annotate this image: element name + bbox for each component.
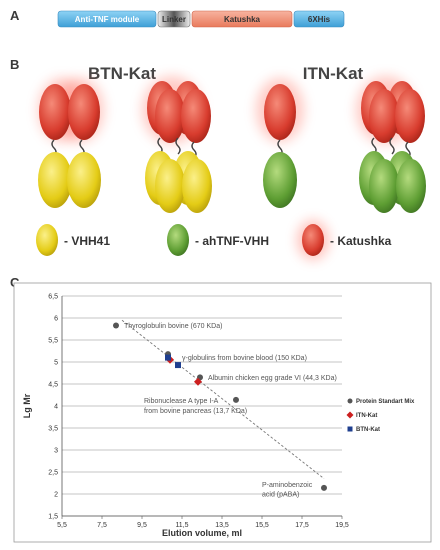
point-annotation: P-aminobenzoic <box>262 482 313 489</box>
data-point-circle <box>233 396 239 403</box>
data-point-square <box>165 354 171 361</box>
legend-series-label: BTN-Kat <box>356 427 380 433</box>
trendline <box>121 319 325 479</box>
legend-series-label: ITN-Kat <box>356 413 377 419</box>
y-tick-label: 5 <box>54 360 58 367</box>
legend-label-katushka: - Katushka <box>330 234 392 248</box>
x-tick-label: 5,5 <box>57 522 67 529</box>
data-point-circle <box>321 484 327 491</box>
data-point-diamond <box>194 377 202 386</box>
segment-anti-tnf <box>57 10 157 28</box>
elution-chart: 1,5 2 2,5 3 3,5 4 4,5 5 5,5 6 6,5 5,5 7,5 9,5 11,5 13,5… <box>22 294 415 539</box>
btn-kat-dimer <box>38 78 104 208</box>
panel-b-label: B <box>10 57 20 72</box>
y-tick-label: 6,5 <box>48 294 58 301</box>
point-annotation: Ribonuclease A type I-A <box>144 398 219 405</box>
legend-marker-square <box>347 426 353 432</box>
legend-swatch-vhh41 <box>36 224 58 256</box>
legend-marker-circle <box>347 398 353 404</box>
btn-kat-title: BTN-Kat <box>88 64 156 83</box>
construct-bar: Anti-TNF module Linker Katushka 6XHis <box>57 10 345 28</box>
y-tick-label: 6 <box>54 316 58 323</box>
y-tick-label: 3,5 <box>48 426 58 433</box>
panel-a-label: A <box>10 8 20 23</box>
legend-series-label: Protein Standart Mix <box>356 399 415 405</box>
legend-swatch-katushka <box>302 224 324 256</box>
y-tick-label: 2 <box>54 492 58 499</box>
legend-swatch-ahtnf <box>167 224 189 256</box>
segment-linker <box>157 10 191 28</box>
segment-label-anti-tnf: Anti-TNF module <box>75 15 140 24</box>
component-legend: - VHH41 - ahTNF-VHH - Katushka <box>36 220 392 260</box>
segment-label-6xhis: 6XHis <box>308 15 331 24</box>
x-axis-title: Elution volume, ml <box>162 528 242 538</box>
y-tick-label: 5,5 <box>48 338 58 345</box>
legend-marker-diamond <box>346 411 354 419</box>
x-tick-label: 11,5 <box>175 522 188 529</box>
legend-label-ahtnf: - ahTNF-VHH <box>195 234 269 248</box>
y-tick-label: 4 <box>54 404 58 411</box>
point-annotation: Albumin chicken egg grade VI (44,3 KDa) <box>208 375 337 382</box>
segment-6xhis <box>293 10 345 28</box>
legend-label-vhh41: - VHH41 <box>64 234 110 248</box>
panel-c-label: C <box>10 275 20 290</box>
y-tick-label: 2,5 <box>48 470 58 477</box>
segment-label-linker: Linker <box>162 15 186 24</box>
x-tick-label: 19,5 <box>335 522 349 529</box>
y-tick-label: 3 <box>54 448 58 455</box>
x-tick-label: 9,5 <box>137 522 147 529</box>
x-tick-label: 15,5 <box>255 522 269 529</box>
y-axis-title: Lg Mr <box>22 393 32 418</box>
x-tick-label: 7,5 <box>97 522 107 529</box>
segment-label-katushka: Katushka <box>224 15 261 24</box>
itn-kat-title: ITN-Kat <box>303 64 364 83</box>
x-tick-label: 17,5 <box>295 522 309 529</box>
y-tick-label: 4,5 <box>48 382 58 389</box>
data-point-circle <box>113 322 119 329</box>
btn-kat-tetramer <box>142 76 212 213</box>
chart-frame <box>13 282 432 543</box>
point-annotation: γ-globulins from bovine blood (150 KDa) <box>182 355 307 362</box>
y-tick-label: 1,5 <box>48 514 58 521</box>
segment-katushka <box>191 10 293 28</box>
point-annotation: Thyroglobulin bovine (670 KDa) <box>124 323 222 330</box>
point-annotation: acid (pABA) <box>262 492 299 499</box>
data-point-square <box>175 362 181 369</box>
itn-kat-tetramer <box>356 76 426 213</box>
x-tick-label: 13,5 <box>215 522 229 529</box>
itn-kat-monomer <box>256 78 304 208</box>
point-annotation: from bovine pancreas (13,7 KDa) <box>144 408 247 415</box>
